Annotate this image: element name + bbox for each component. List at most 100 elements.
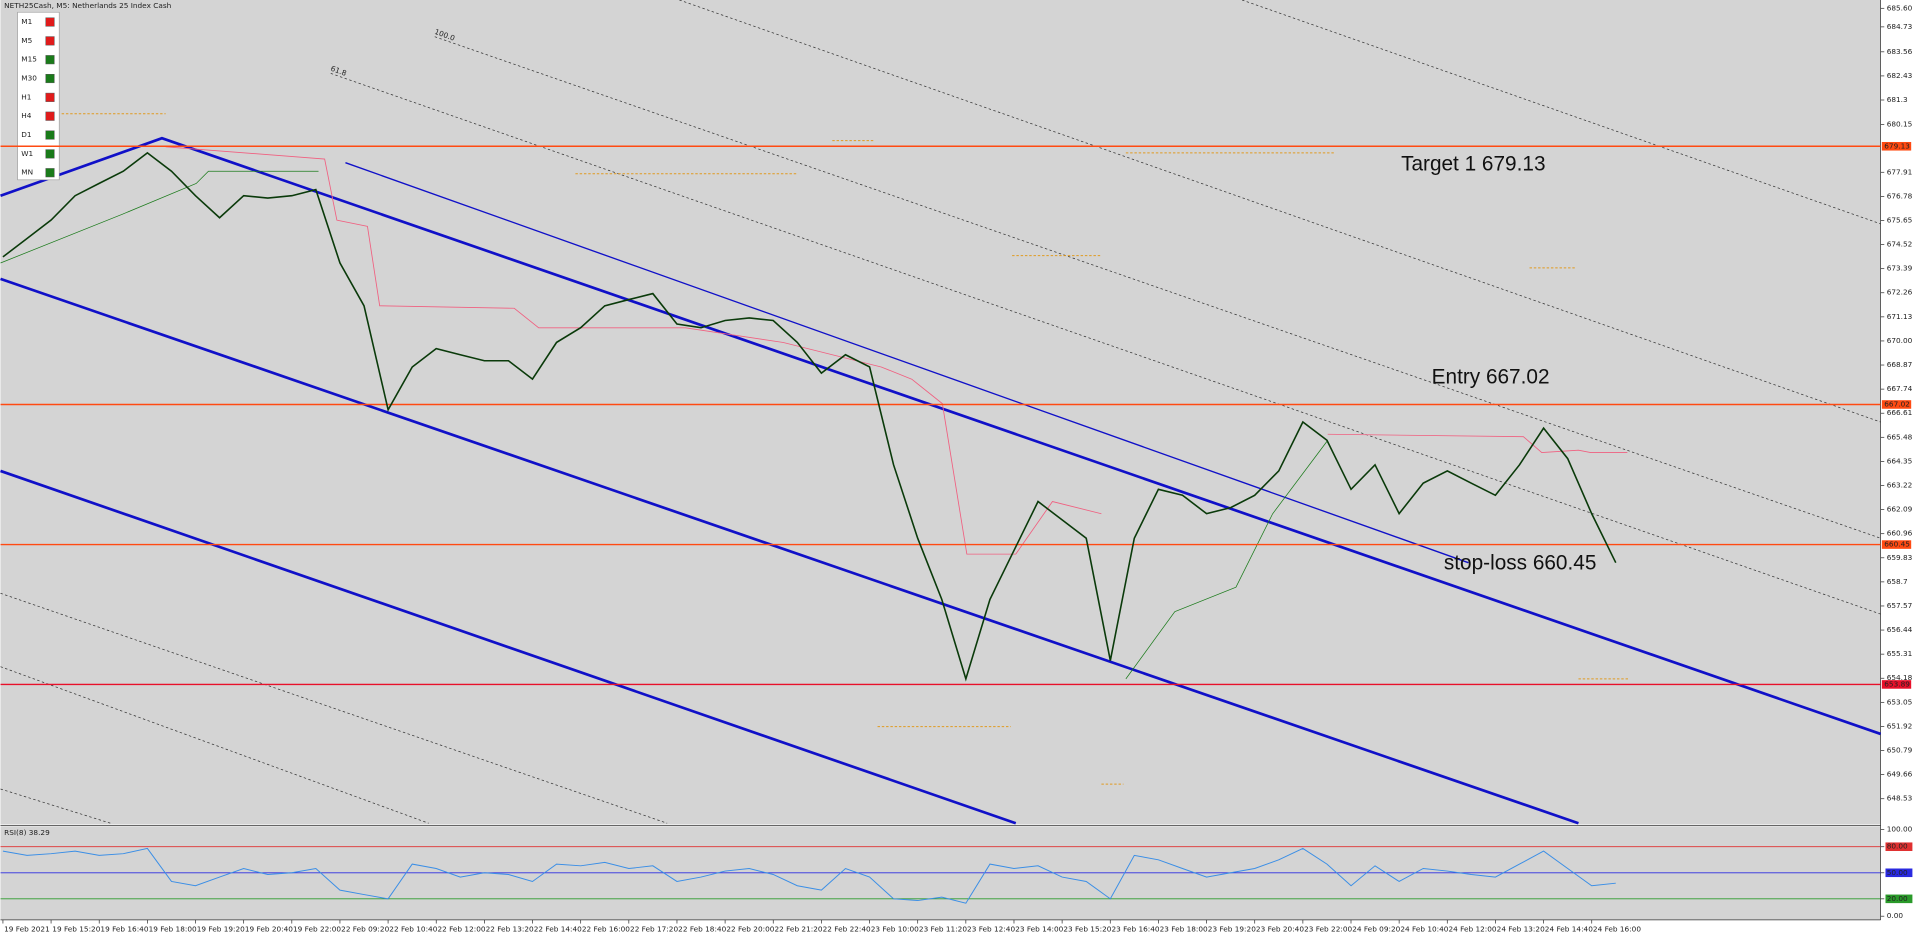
x-tick-label: 23 Feb 15:20 xyxy=(1063,925,1111,934)
timeframe-status xyxy=(45,168,55,178)
y-tick-label: 675.65 xyxy=(1887,215,1913,224)
y-tick-label: 651.92 xyxy=(1887,721,1913,730)
rsi-title: RSI(8) 38.29 xyxy=(4,828,50,837)
trailing-stop xyxy=(165,146,1102,555)
tick-highlight xyxy=(1885,868,1913,878)
timeframe-label: M15 xyxy=(21,55,37,64)
timeframe-status xyxy=(45,92,55,102)
fibo-line xyxy=(434,36,1881,539)
timeframe-label: MN xyxy=(21,168,33,177)
timeframe-label: H4 xyxy=(21,111,32,120)
y-tick-label: 654.18 xyxy=(1887,673,1913,682)
y-tick-label: 662.09 xyxy=(1887,505,1913,514)
x-tick-label: 22 Feb 17:20 xyxy=(630,925,678,934)
x-tick-label: 23 Feb 10:00 xyxy=(871,925,919,934)
y-tick-label: 659.83 xyxy=(1887,553,1913,562)
fibo-line xyxy=(679,0,1881,423)
y-tick-label: 657.57 xyxy=(1887,601,1913,610)
y-tick-label: 683.56 xyxy=(1887,47,1913,56)
rsi-pane xyxy=(0,826,1881,920)
level-label: 679.13 xyxy=(1884,141,1910,150)
annotation: Target 1 679.13 xyxy=(1401,153,1545,176)
y-tick-label: 666.61 xyxy=(1887,408,1913,417)
x-tick-label: 19 Feb 20:40 xyxy=(245,925,293,934)
trailing-stop xyxy=(1125,440,1328,680)
x-tick-label: 19 Feb 2021 xyxy=(4,925,50,934)
level-label-bg xyxy=(1881,400,1912,409)
timeframe-status xyxy=(45,111,55,121)
y-tick-label: 684.73 xyxy=(1887,22,1913,31)
x-tick-label: 22 Feb 12:00 xyxy=(437,925,485,934)
y-tick-label: 680.15 xyxy=(1887,120,1913,129)
timeframe-status xyxy=(45,130,55,140)
y-tick-label: 670.00 xyxy=(1887,336,1913,345)
y-tick-label: 655.31 xyxy=(1887,649,1913,658)
y-tick-label: 649.66 xyxy=(1887,770,1913,779)
y-tick-label: 685.60 xyxy=(1887,3,1913,12)
level-label-bg xyxy=(1881,540,1912,549)
x-tick-label: 22 Feb 10:40 xyxy=(389,925,437,934)
chart-title: NETH25Cash, M5: Netherlands 25 Index Cas… xyxy=(4,1,172,10)
level-label-bg xyxy=(1881,680,1912,689)
fibo-line xyxy=(0,592,668,824)
x-tick-label: 19 Feb 15:20 xyxy=(52,925,100,934)
x-tick-label: 23 Feb 18:00 xyxy=(1160,925,1208,934)
timeframe-status xyxy=(45,36,55,46)
timeframe-label: M30 xyxy=(21,74,37,83)
trailing-stop xyxy=(1327,433,1628,454)
timeframe-label: M5 xyxy=(21,36,32,45)
timeframe-status xyxy=(45,74,55,84)
x-tick-label: 23 Feb 16:40 xyxy=(1111,925,1159,934)
y-tick-label: 668.87 xyxy=(1887,360,1913,369)
y-tick-label: 660.96 xyxy=(1887,529,1913,538)
y-tick-label: 672.26 xyxy=(1887,288,1913,297)
timeframe-status xyxy=(45,55,55,65)
price-line xyxy=(2,151,1617,682)
y-tick-label: 20.00 xyxy=(1887,894,1908,903)
level-label-bg xyxy=(1881,141,1912,151)
x-tick-label: 22 Feb 14:40 xyxy=(534,925,582,934)
x-tick-label: 23 Feb 22:00 xyxy=(1304,925,1352,934)
y-tick-label: 667.74 xyxy=(1887,384,1913,393)
x-tick-label: 22 Feb 16:00 xyxy=(582,925,630,934)
timeframe-label: H1 xyxy=(21,92,31,101)
level-label: 667.02 xyxy=(1884,399,1910,408)
x-tick-label: 24 Feb 09:20 xyxy=(1352,925,1400,934)
x-tick-label: 22 Feb 13:20 xyxy=(486,925,534,934)
price-line xyxy=(2,847,1616,904)
level-label: 653.89 xyxy=(1884,679,1910,688)
x-tick-label: 19 Feb 18:00 xyxy=(149,925,197,934)
y-tick-label: 677.91 xyxy=(1887,167,1913,176)
x-tick-label: 22 Feb 20:00 xyxy=(726,925,774,934)
y-tick-label: 653.05 xyxy=(1887,697,1913,706)
timeframe-label: M1 xyxy=(21,17,32,26)
y-tick-label: 664.35 xyxy=(1887,456,1913,465)
y-tick-label: 663.22 xyxy=(1887,480,1913,489)
annotation: Entry 667.02 xyxy=(1432,365,1550,388)
x-tick-label: 23 Feb 20:40 xyxy=(1256,925,1304,934)
y-tick-label: 681.3 xyxy=(1887,95,1908,104)
orange-marks xyxy=(61,113,1630,785)
channel-line xyxy=(345,162,1469,564)
y-tick-label: 658.7 xyxy=(1887,577,1908,586)
y-tick-label: 676.78 xyxy=(1887,191,1913,200)
x-tick-label: 23 Feb 19:20 xyxy=(1208,925,1256,934)
y-tick-label: 665.48 xyxy=(1887,432,1913,441)
y-tick-label: 648.53 xyxy=(1887,794,1913,803)
price-axis xyxy=(1880,0,1919,937)
fibo-lines xyxy=(0,0,1881,824)
y-tick-label: 671.13 xyxy=(1887,312,1913,321)
x-tick-label: 23 Feb 14:00 xyxy=(1015,925,1063,934)
y-tick-label: 0.00 xyxy=(1887,911,1904,920)
x-tick-label: 22 Feb 22:40 xyxy=(823,925,871,934)
timeframe-label: W1 xyxy=(21,149,33,158)
x-tick-label: 19 Feb 19:20 xyxy=(197,925,245,934)
y-tick-label: 650.79 xyxy=(1887,746,1913,755)
channel-line xyxy=(0,277,1579,825)
x-tick-label: 24 Feb 13:20 xyxy=(1497,925,1545,934)
tick-highlight xyxy=(1885,894,1913,904)
x-tick-label: 22 Feb 21:20 xyxy=(774,925,822,934)
timeframe-status xyxy=(45,17,55,27)
y-tick-label: 656.44 xyxy=(1887,625,1913,634)
